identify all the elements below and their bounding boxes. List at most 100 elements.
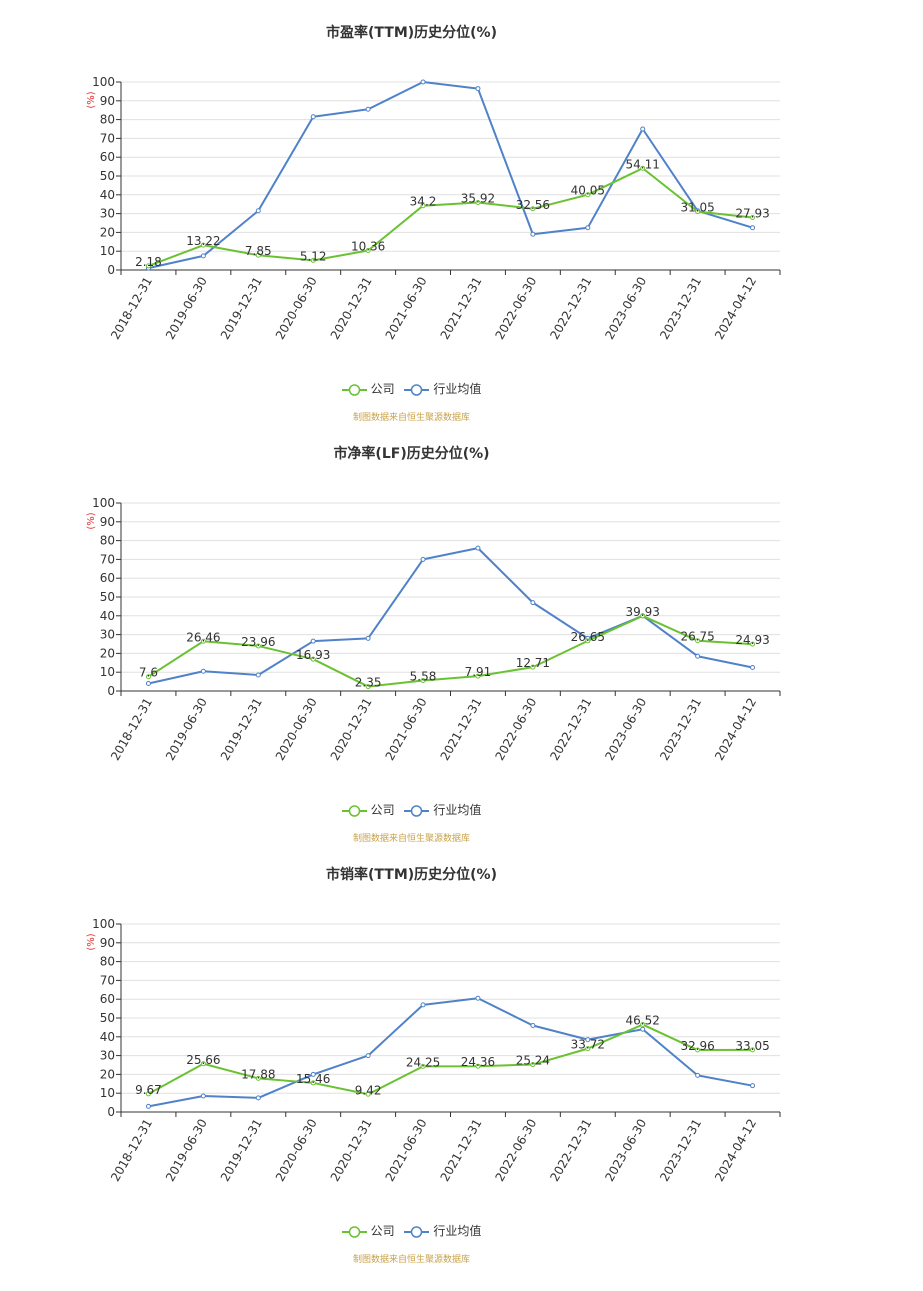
x-tick-label: 2020-12-31 (328, 275, 375, 342)
company-data-label: 54.11 (626, 157, 660, 171)
y-tick-label: 10 (100, 665, 115, 679)
industry-data-point (585, 1037, 591, 1043)
y-tick-label: 70 (100, 973, 115, 987)
legend-item-industry[interactable]: 行业均值 (404, 801, 481, 818)
company-data-label: 13.22 (186, 234, 220, 248)
y-tick-label: 10 (100, 244, 115, 258)
legend-company-label: 公司 (370, 1224, 395, 1238)
industry-data-point (695, 1072, 701, 1078)
industry-data-point (640, 1026, 646, 1032)
x-tick-label: 2019-06-30 (163, 275, 210, 342)
y-tick-label: 80 (100, 955, 115, 969)
industry-data-point (420, 79, 426, 85)
company-data-label: 33.05 (735, 1039, 769, 1053)
industry-data-point (750, 1083, 756, 1089)
legend-item-industry[interactable]: 行业均值 (404, 1222, 481, 1239)
company-data-point (255, 1075, 261, 1081)
industry-data-point (255, 1095, 261, 1101)
y-tick-label: 60 (100, 150, 115, 164)
x-tick-label: 2024-04-12 (712, 696, 759, 763)
legend-item-company[interactable]: 公司 (341, 1222, 395, 1239)
chart-title: 市净率(LF)历史分位(%) (333, 446, 490, 462)
x-tick-label: 2021-12-31 (438, 696, 485, 763)
company-data-point (585, 1046, 591, 1052)
industry-series-line (148, 547, 753, 685)
company-data-label: 5.58 (410, 670, 437, 684)
y-tick-label: 60 (100, 992, 115, 1006)
company-data-label: 16.93 (296, 648, 330, 662)
company-data-point (310, 1080, 316, 1086)
company-data-label: 5.12 (300, 249, 327, 263)
y-tick-label: 40 (100, 188, 115, 202)
pb-lf-chart: 市净率(LF)历史分位(%) 0 10 20 30 40 50 60 70 80 90 100 (%)… (0, 421, 923, 844)
x-tick-label: 2023-12-31 (657, 275, 704, 342)
legend-company-label: 公司 (370, 803, 395, 817)
legend-industry-line-icon (404, 804, 430, 817)
industry-series-line (148, 81, 753, 270)
company-data-point (640, 1022, 646, 1028)
y-tick-label: 30 (100, 628, 115, 642)
legend-item-company[interactable]: 公司 (341, 380, 395, 397)
x-tick-label: 2021-06-30 (383, 1117, 430, 1184)
company-data-point (145, 1091, 151, 1097)
company-data-label: 2.35 (355, 676, 382, 690)
chart-legend: 公司 行业均值 (0, 380, 823, 397)
x-tick-label: 2019-12-31 (218, 1117, 265, 1184)
legend-company-line-icon (341, 1225, 367, 1238)
company-data-point (750, 1047, 756, 1053)
y-unit-label: (%) (86, 933, 97, 950)
chart-title: 市销率(TTM)历史分位(%) (326, 867, 497, 883)
legend-industry-label: 行业均值 (433, 382, 482, 396)
company-series-line (147, 1023, 753, 1096)
y-tick-label: 100 (92, 496, 115, 510)
company-data-point (365, 1091, 371, 1097)
industry-series-line (148, 997, 753, 1108)
y-tick-label: 20 (100, 225, 115, 239)
company-data-point (200, 638, 206, 644)
legend-item-industry[interactable]: 行业均值 (404, 380, 481, 397)
company-data-point (750, 214, 756, 220)
industry-data-point (475, 86, 481, 92)
company-data-label: 15.46 (296, 1072, 330, 1086)
y-tick-label: 80 (100, 534, 115, 548)
company-data-point (310, 656, 316, 662)
company-data-label: 24.93 (735, 633, 769, 647)
source-note: 制图数据来自恒生聚源数据库 (352, 413, 470, 423)
industry-data-point (365, 635, 371, 641)
industry-data-point (255, 672, 261, 678)
x-tick-label: 2023-06-30 (602, 275, 649, 342)
company-series-line (148, 167, 753, 267)
company-data-point (475, 199, 481, 205)
legend-industry-label: 行业均值 (433, 803, 482, 817)
company-data-label: 26.65 (571, 630, 605, 644)
chart-legend: 公司 行业均值 (0, 801, 823, 818)
x-tick-label: 2021-12-31 (438, 275, 485, 342)
y-tick-label: 70 (100, 131, 115, 145)
company-data-label: 32.56 (516, 198, 550, 212)
company-data-point (475, 1063, 481, 1069)
industry-data-point (200, 1093, 206, 1099)
x-tick-label: 2020-06-30 (273, 1117, 320, 1184)
company-data-point (695, 209, 701, 215)
legend-item-company[interactable]: 公司 (341, 801, 395, 818)
company-data-label: 9.42 (355, 1083, 382, 1097)
y-tick-label: 30 (100, 207, 115, 221)
company-data-label: 17.88 (241, 1067, 275, 1081)
legend-industry-line-icon (404, 383, 430, 396)
x-tick-label: 2023-12-31 (657, 1117, 704, 1184)
x-tick-label: 2019-12-31 (218, 275, 265, 342)
company-data-point (695, 638, 701, 644)
industry-data-point (530, 1023, 536, 1029)
x-tick-label: 2023-06-30 (602, 696, 649, 763)
company-data-label: 25.24 (516, 1054, 550, 1068)
chart-legend: 公司 行业均值 (0, 1222, 823, 1239)
company-data-point (420, 678, 426, 684)
company-data-point (145, 674, 151, 680)
company-data-point (640, 165, 646, 171)
company-data-label: 10.36 (351, 240, 385, 254)
industry-data-point (145, 680, 151, 686)
company-data-label: 33.72 (571, 1038, 605, 1052)
industry-data-point (200, 253, 206, 259)
x-tick-label: 2022-12-31 (547, 696, 594, 763)
